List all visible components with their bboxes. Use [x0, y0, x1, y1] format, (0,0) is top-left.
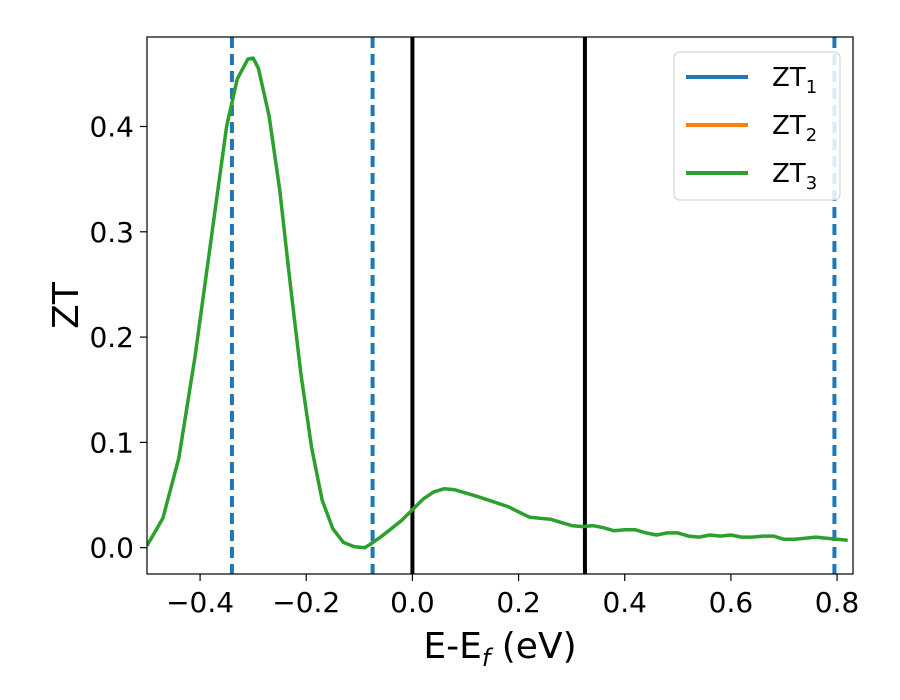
axes-frame: [146, 36, 854, 575]
y-tick-label: 0.1: [89, 426, 134, 459]
legend: ZT1 ZT2 ZT3: [673, 51, 841, 201]
x-tick-label: 0.6: [709, 586, 754, 619]
x-tick-label: 0.8: [815, 586, 860, 619]
plot-area: [147, 37, 848, 574]
legend-label-1: ZT1: [772, 63, 817, 98]
x-axis-label-main: E-E: [423, 626, 481, 667]
legend-box: [673, 51, 841, 201]
y-tick-label: 0.4: [89, 111, 134, 144]
y-axis-label: ZT: [46, 281, 87, 329]
y-tick-label: 0.2: [89, 321, 134, 354]
x-tick-label: −0.2: [272, 586, 340, 619]
legend-label-3: ZT3: [772, 159, 817, 194]
y-axis: 0.0 0.1 0.2 0.3 0.4: [89, 111, 147, 565]
x-axis-label-unit: (eV): [490, 626, 576, 667]
x-tick-label: −0.4: [166, 586, 234, 619]
legend-label-2: ZT2: [772, 111, 817, 146]
x-tick-label: 0.2: [496, 586, 541, 619]
y-tick-label: 0.3: [89, 216, 134, 249]
x-axis-label: E-Ef (eV): [423, 626, 576, 672]
x-tick-label: 0.0: [390, 586, 435, 619]
series-line-3: [147, 56, 848, 550]
x-tick-label: 0.4: [602, 586, 647, 619]
y-tick-label: 0.0: [89, 532, 134, 565]
x-axis: −0.4 −0.2 0.0 0.2 0.4 0.6 0.8: [166, 574, 859, 619]
